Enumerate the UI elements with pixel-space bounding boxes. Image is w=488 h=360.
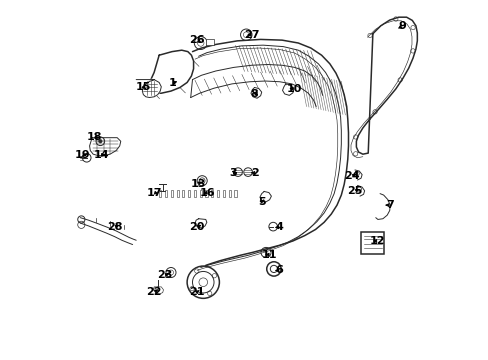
Text: 8: 8 [250,89,258,99]
Text: 24: 24 [344,171,359,181]
FancyBboxPatch shape [176,190,178,197]
Text: 5: 5 [257,197,265,207]
Text: 7: 7 [385,200,393,210]
FancyBboxPatch shape [182,190,184,197]
FancyBboxPatch shape [234,190,236,197]
Text: 19: 19 [75,150,90,160]
FancyBboxPatch shape [194,190,196,197]
Text: 23: 23 [157,270,172,280]
Polygon shape [153,287,163,294]
Text: 15: 15 [135,82,151,92]
Text: 28: 28 [107,222,122,232]
FancyBboxPatch shape [360,232,384,253]
Polygon shape [136,80,161,98]
Text: 20: 20 [189,222,204,232]
Text: 22: 22 [146,287,162,297]
Text: 25: 25 [346,186,362,197]
Text: 17: 17 [146,188,162,198]
Text: 2: 2 [251,168,259,178]
FancyBboxPatch shape [211,190,213,197]
Text: 10: 10 [285,84,301,94]
Text: 16: 16 [200,188,215,198]
Text: 13: 13 [190,179,205,189]
FancyBboxPatch shape [199,190,202,197]
FancyBboxPatch shape [159,190,161,197]
FancyBboxPatch shape [188,190,190,197]
Text: 3: 3 [229,168,236,178]
FancyBboxPatch shape [205,40,213,45]
Text: 9: 9 [398,21,406,31]
FancyBboxPatch shape [205,190,207,197]
FancyBboxPatch shape [223,190,224,197]
Text: 21: 21 [189,287,204,297]
Text: 14: 14 [93,150,109,160]
FancyBboxPatch shape [170,190,173,197]
Text: 11: 11 [261,249,277,260]
FancyBboxPatch shape [217,190,219,197]
Text: 18: 18 [87,132,102,142]
Polygon shape [89,138,121,156]
Text: 27: 27 [244,30,259,40]
Text: 4: 4 [275,222,283,232]
FancyBboxPatch shape [164,190,167,197]
Text: 1: 1 [168,78,176,88]
Text: 6: 6 [275,265,283,275]
FancyBboxPatch shape [228,190,230,197]
Circle shape [99,139,102,143]
Text: 12: 12 [369,236,385,246]
Text: 26: 26 [189,35,204,45]
